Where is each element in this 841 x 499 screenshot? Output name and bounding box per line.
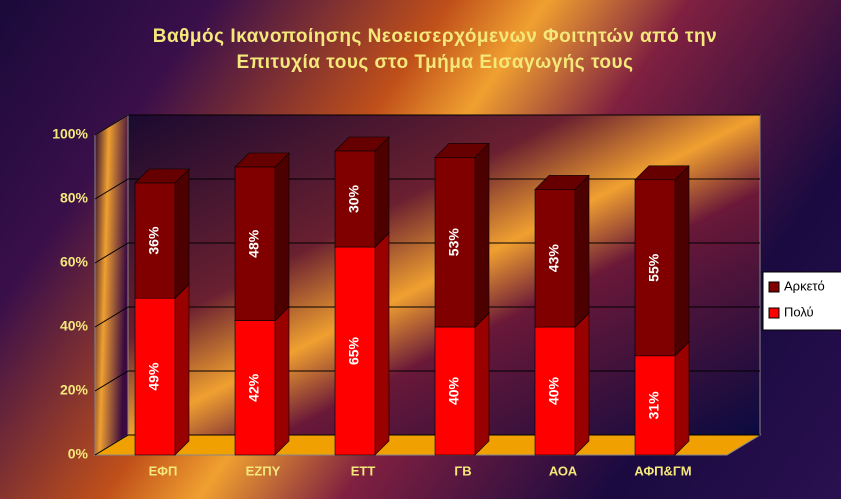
value-label: 40% [446, 376, 462, 405]
value-label: 36% [146, 226, 162, 255]
value-label: 40% [546, 376, 562, 405]
y-tick-label: 20% [60, 382, 89, 398]
value-label: 55% [646, 253, 662, 282]
chart-title: Βαθμός Ικανοποίησης Νεοεισερχόμενων Φοιτ… [110, 24, 760, 76]
value-label: 43% [546, 244, 562, 273]
bar-side [275, 307, 289, 455]
bar-side [475, 143, 489, 327]
bar-side [375, 137, 389, 247]
bar-side [475, 313, 489, 455]
y-tick-label: 80% [60, 190, 89, 206]
x-tick-label: ΕΖΠΥ [246, 463, 281, 478]
x-tick-label: ΑΦΠ&ΓΜ [634, 463, 691, 478]
chart: 0% 20% 40% 60% 80% 100% ΕΦΠ 49% 36% ΕΖΠΥ 42% 48% ΕΤΤ… [0, 0, 841, 499]
side-wall [95, 115, 128, 455]
x-tick-label: ΓΒ [454, 463, 471, 478]
legend-label: Αρκετό [784, 278, 825, 293]
value-label: 48% [246, 229, 262, 258]
value-label: 31% [646, 391, 662, 420]
value-label: 53% [446, 228, 462, 257]
x-tick-label: ΑΟΑ [549, 463, 578, 478]
value-label: 30% [346, 184, 362, 213]
value-label: 65% [346, 336, 362, 365]
bar-side [175, 284, 189, 455]
bar-side [175, 169, 189, 298]
legend-swatch [769, 282, 779, 292]
x-tick-label: ΕΤΤ [351, 463, 376, 478]
legend-swatch [769, 308, 779, 318]
x-tick-label: ΕΦΠ [149, 463, 178, 478]
y-tick-label: 0% [68, 446, 89, 462]
bar-side [275, 153, 289, 321]
value-label: 42% [246, 373, 262, 402]
y-tick-label: 40% [60, 318, 89, 334]
bar-side [675, 166, 689, 356]
bar-side [675, 342, 689, 455]
bar-side [575, 175, 589, 327]
bar-side [375, 233, 389, 455]
legend-label: Πολύ [784, 304, 814, 319]
value-label: 49% [146, 362, 162, 391]
y-tick-label: 100% [52, 126, 88, 142]
y-tick-label: 60% [60, 254, 89, 270]
bar-side [575, 313, 589, 455]
